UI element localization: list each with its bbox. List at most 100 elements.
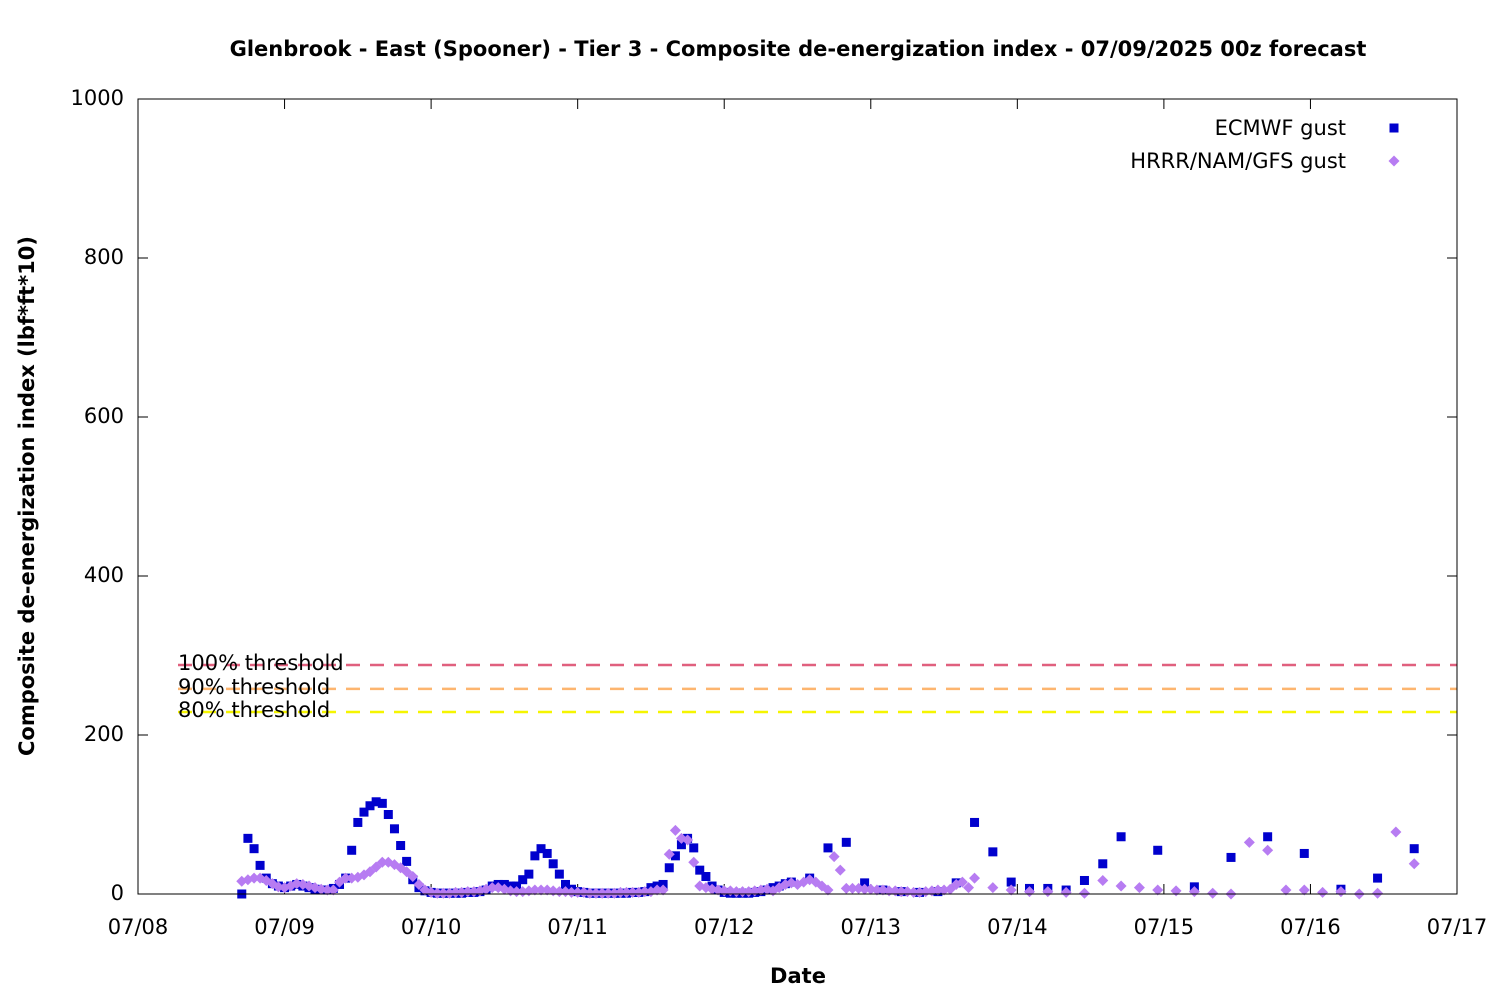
data-point [846,882,858,894]
data-point [908,886,920,898]
legend-label: ECMWF gust [1215,116,1346,140]
data-point [1133,882,1145,894]
data-point [407,871,419,883]
data-point [450,886,462,898]
x-tick-label: 07/08 [108,915,169,939]
data-point [535,884,547,896]
data-point [590,887,602,899]
data-point [572,886,584,898]
data-point [823,843,833,853]
data-point [1079,875,1089,885]
data-point [1226,852,1236,862]
data-point [1005,884,1017,896]
data-point [1116,832,1126,842]
data-point [970,817,980,827]
data-point [542,848,552,858]
data-point [834,864,846,876]
data-point [596,887,608,899]
y-tick-label: 1000 [71,86,124,110]
chart-title: Glenbrook - East (Spooner) - Tier 3 - Co… [230,37,1367,61]
data-point [1409,844,1419,854]
data-point [840,882,852,894]
data-point [376,856,388,868]
data-point [1097,874,1109,886]
data-point [536,844,546,854]
data-point [1263,832,1273,842]
data-point [1153,845,1163,855]
data-point [554,869,564,879]
data-point [988,847,998,857]
data-point [987,882,999,894]
x-tick-label: 07/13 [841,915,902,939]
data-point [860,878,870,888]
data-point [689,843,699,853]
data-point [321,884,333,896]
legend-label: HRRR/NAM/GFS gust [1130,149,1346,173]
data-point [1078,887,1090,899]
x-axis-label: Date [770,964,826,988]
data-point [371,797,381,807]
legend-marker [1388,155,1400,167]
data-point [1299,848,1309,858]
data-point [658,879,668,889]
data-point [828,851,840,863]
data-point [530,851,540,861]
y-tick-label: 200 [84,722,124,746]
y-tick-label: 800 [84,245,124,269]
data-point [1373,873,1383,883]
data-point [1262,844,1274,856]
data-point [657,884,669,896]
data-point [365,801,375,811]
data-point [1115,880,1127,892]
y-tick-label: 0 [111,881,124,905]
data-point [243,833,253,843]
y-axis-label: Composite de-energization index (lbf*ft*… [15,236,39,756]
data-point [1170,885,1182,897]
data-point [1098,859,1108,869]
x-tick-label: 07/17 [1427,915,1488,939]
data-point [669,824,681,836]
data-point [701,872,711,882]
data-point [486,882,498,894]
x-tick-label: 07/16 [1280,915,1341,939]
data-point [1280,884,1292,896]
data-point [1298,884,1310,896]
data-point [524,869,534,879]
data-point [249,844,259,854]
legend-marker [1389,123,1399,133]
data-point [688,856,700,868]
data-point [396,841,406,851]
data-point [969,872,981,884]
data-point [1207,887,1219,899]
data-point [676,840,686,850]
data-point [614,886,626,898]
data-point [1243,836,1255,848]
data-point [255,860,265,870]
x-tick-label: 07/14 [987,915,1048,939]
data-point [518,875,528,885]
data-point [871,884,883,896]
plot-frame [137,98,1458,895]
data-point [512,881,522,891]
threshold-label: 90% threshold [178,675,330,699]
data-point [651,884,663,896]
data-point [695,865,705,875]
data-point [383,810,393,819]
data-point [431,887,443,899]
threshold-label: 100% threshold [178,651,344,675]
data-point [437,887,449,899]
data-point [822,884,834,896]
data-point [1390,826,1402,838]
data-point [347,845,357,855]
data-point [664,863,674,873]
data-point [1060,886,1072,898]
x-tick-label: 07/12 [694,915,755,939]
data-point [413,878,425,890]
data-point [402,856,412,866]
x-tick-label: 07/10 [401,915,462,939]
data-point [566,886,578,898]
y-tick-label: 400 [84,563,124,587]
plot-area: 0 200 400 600 800 1000 07/08 07/09 07/10 07/11 07/… [71,86,1488,939]
data-point [353,817,363,827]
